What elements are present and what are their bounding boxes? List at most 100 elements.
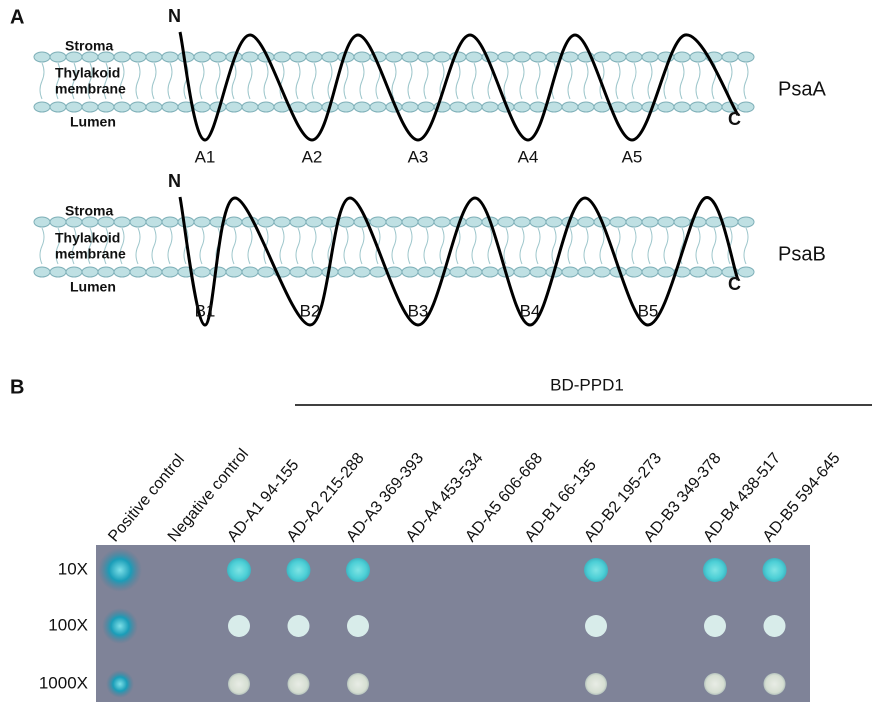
- lipid-head: [81, 101, 99, 113]
- lipid-tail: [615, 62, 621, 100]
- protein-name: PsaB: [778, 243, 826, 265]
- lipid-head: [81, 266, 99, 278]
- lipid-tail: [743, 62, 749, 100]
- lipid-head: [673, 216, 691, 228]
- colony: [585, 673, 607, 695]
- lipid-tail: [215, 62, 221, 100]
- lipid-tail: [519, 62, 525, 100]
- lipid-head: [513, 216, 531, 228]
- lipid-tail: [263, 62, 269, 100]
- lipid-head: [241, 101, 259, 113]
- lipid-head: [609, 51, 627, 63]
- lipid-tail: [71, 227, 77, 265]
- colony: [102, 608, 138, 644]
- colony: [98, 548, 142, 592]
- loop-label: B1: [195, 301, 216, 320]
- protein-name: PsaA: [778, 78, 826, 100]
- lipid-tail: [231, 62, 237, 100]
- lipid-tail: [87, 227, 93, 265]
- lipid-head: [129, 101, 147, 113]
- lipid-head: [545, 216, 563, 228]
- lipid-head: [337, 101, 355, 113]
- lipid-head: [129, 266, 147, 278]
- loop-label: B2: [300, 301, 321, 320]
- lipid-head: [193, 51, 211, 63]
- lipid-head: [401, 51, 419, 63]
- lipid-head: [113, 216, 131, 228]
- lipid-head: [49, 51, 67, 63]
- lipid-head: [641, 266, 659, 278]
- lipid-head: [161, 216, 179, 228]
- lipid-head: [161, 266, 179, 278]
- lipid-head: [401, 101, 419, 113]
- lipid-tail: [151, 62, 157, 100]
- lipid-tail: [631, 62, 637, 100]
- lipid-tail: [391, 227, 397, 265]
- lipid-tail: [439, 62, 445, 100]
- lipid-tail: [487, 227, 493, 265]
- lipid-head: [273, 51, 291, 63]
- lipid-tail: [663, 62, 669, 100]
- lipid-head: [353, 51, 371, 63]
- lipid-head: [721, 51, 739, 63]
- colony: [287, 615, 310, 637]
- lipid-head: [401, 216, 419, 228]
- lipid-tail: [103, 62, 109, 100]
- lipid-head: [385, 216, 403, 228]
- lipid-tail: [711, 227, 717, 265]
- lumen-label: Lumen: [70, 279, 116, 295]
- lipid-head: [561, 266, 579, 278]
- row-label: 1000X: [39, 673, 88, 692]
- plate: [96, 545, 810, 702]
- lipid-head: [145, 216, 163, 228]
- loop-label: A2: [302, 147, 323, 166]
- lipid-head: [113, 101, 131, 113]
- lipid-head: [49, 266, 67, 278]
- lipid-tail: [151, 227, 157, 265]
- membrane: [33, 216, 755, 278]
- lipid-head: [113, 266, 131, 278]
- lipid-tail: [567, 227, 573, 265]
- membrane-label: Thylakoid: [55, 230, 120, 246]
- lipid-head: [673, 51, 691, 63]
- loop-label: A5: [622, 147, 643, 166]
- lipid-head: [529, 51, 547, 63]
- lipid-head: [593, 266, 611, 278]
- lipid-head: [305, 51, 323, 63]
- lipid-head: [465, 216, 483, 228]
- lipid-tail: [743, 227, 749, 265]
- colony: [347, 615, 369, 637]
- loop-label: B3: [408, 301, 429, 320]
- colony: [106, 670, 134, 698]
- lipid-tail: [295, 62, 301, 100]
- lumen-label: Lumen: [70, 114, 116, 130]
- n-terminus: N: [168, 6, 181, 26]
- lipid-head: [737, 51, 755, 63]
- lipid-tail: [439, 227, 445, 265]
- lipid-head: [321, 51, 339, 63]
- lipid-head: [577, 266, 595, 278]
- lipid-head: [577, 216, 595, 228]
- lipid-tail: [39, 227, 45, 265]
- lipid-tail: [55, 227, 61, 265]
- lipid-tail: [631, 227, 637, 265]
- lipid-tail: [391, 62, 397, 100]
- lipid-head: [241, 266, 259, 278]
- loop-label: A1: [195, 147, 216, 166]
- lipid-head: [625, 51, 643, 63]
- lipid-head: [641, 216, 659, 228]
- lipid-tail: [39, 62, 45, 100]
- loop-label: B4: [520, 301, 541, 320]
- lipid-tail: [583, 62, 589, 100]
- lipid-head: [673, 101, 691, 113]
- lipid-head: [577, 101, 595, 113]
- lipid-tail: [199, 227, 205, 265]
- lipid-head: [65, 101, 83, 113]
- lipid-tail: [279, 227, 285, 265]
- lipid-head: [737, 216, 755, 228]
- lipid-head: [609, 216, 627, 228]
- lipid-head: [513, 51, 531, 63]
- lipid-head: [337, 216, 355, 228]
- lipid-head: [305, 266, 323, 278]
